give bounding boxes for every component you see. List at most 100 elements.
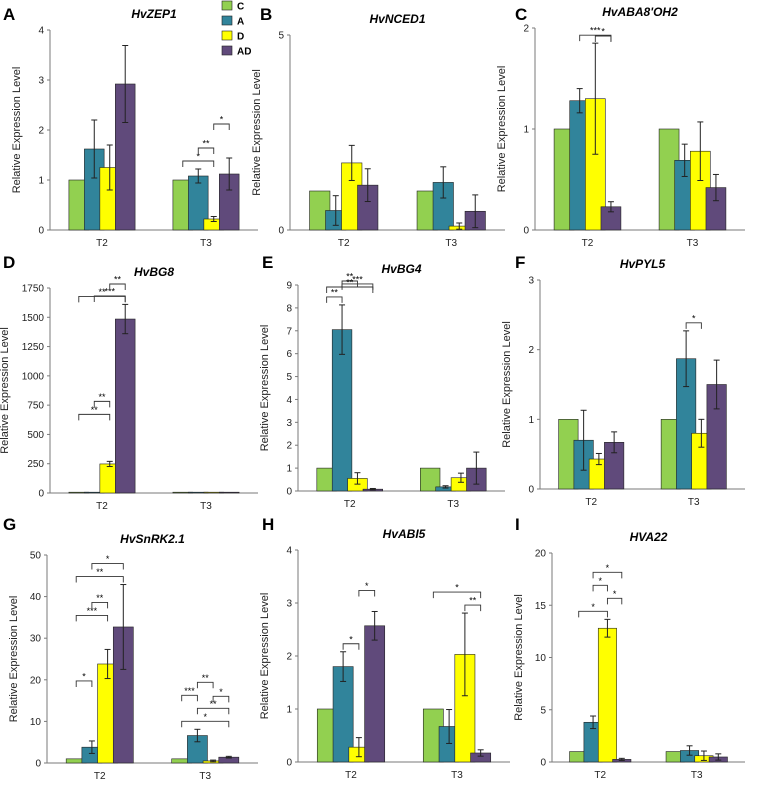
panel-i: I HVA22 0 5 10 15 20 Relative Expression Level T… (513, 515, 745, 781)
significance-bracket (109, 283, 126, 290)
significance-bracket (182, 160, 215, 167)
significance-bracket (685, 322, 702, 329)
significance-bracket (196, 681, 214, 689)
x-tick-label: T2 (345, 770, 357, 781)
x-tick-label: T2 (96, 238, 108, 249)
legend-label-d: D (237, 32, 244, 43)
y-tick-label: 0 (35, 759, 41, 770)
x-tick-label: T3 (445, 238, 457, 249)
significance-bracket (91, 601, 109, 609)
significance-label: * (613, 589, 617, 599)
y-tick-label: 4 (286, 546, 292, 557)
legend-swatch-ad (221, 45, 233, 56)
significance-bracket (212, 695, 230, 703)
significance-label: *** (352, 274, 363, 284)
y-tick-label: 250 (27, 459, 44, 470)
significance-label: * (598, 576, 602, 586)
y-tick-label: 4 (38, 26, 44, 37)
significance-bracket (75, 576, 124, 583)
y-tick-label: 0 (540, 758, 546, 769)
y-tick-label: 0 (278, 226, 284, 237)
y-tick-label: 1 (38, 176, 44, 187)
significance-label: ** (98, 287, 106, 297)
x-tick-label: T3 (688, 497, 700, 508)
significance-label: * (203, 712, 207, 722)
legend-swatch-c (221, 0, 233, 11)
bar-ad-t2 (115, 318, 136, 494)
y-axis-label: Relative Expression Level (501, 321, 513, 448)
significance-bracket (606, 597, 623, 605)
y-tick-label: 3 (286, 418, 292, 429)
significance-label: ** (210, 699, 218, 709)
y-axis-label: Relative Expression Level (496, 66, 508, 193)
y-tick-label: 1 (286, 705, 292, 716)
significance-bracket (432, 591, 482, 599)
x-tick-label: T3 (200, 238, 212, 249)
significance-bracket (341, 280, 358, 287)
y-tick-label: 2 (523, 24, 529, 35)
x-tick-label: T3 (451, 770, 463, 781)
panel-letter: E (262, 253, 273, 272)
chart-title: HvZEP1 (131, 7, 177, 21)
significance-label: * (692, 313, 696, 323)
y-tick-label: 50 (30, 551, 42, 562)
significance-label: *** (184, 686, 195, 696)
panel-letter: G (3, 515, 16, 534)
x-tick-label: T3 (447, 499, 459, 510)
significance-label: ** (98, 392, 106, 402)
significance-bracket (75, 614, 109, 622)
significance-bracket (326, 296, 343, 303)
significance-bracket (358, 590, 376, 597)
x-tick-label: T2 (94, 771, 106, 782)
y-tick-label: 10 (30, 717, 42, 728)
significance-label: *** (104, 287, 115, 297)
significance-label: ** (96, 593, 104, 603)
panel-g: G HvSnRK2.1 0 10 20 30 40 50 Relative Expression… (3, 515, 258, 782)
significance-label: ** (469, 596, 477, 606)
y-tick-label: 1250 (22, 342, 45, 353)
y-tick-label: 1 (523, 125, 529, 136)
significance-bracket (594, 35, 612, 42)
significance-bracket (93, 295, 126, 302)
significance-bracket (197, 147, 215, 154)
significance-label: * (365, 581, 369, 591)
y-tick-label: 2 (38, 126, 44, 137)
significance-label: ** (346, 272, 354, 282)
x-tick-label: T3 (691, 770, 703, 781)
chart-title: HvBG4 (381, 262, 421, 276)
chart-title: HvABI5 (383, 527, 426, 541)
y-tick-label: 2 (528, 345, 534, 356)
significance-label: * (349, 634, 353, 644)
y-tick-label: 8 (286, 303, 292, 314)
panel-letter: H (262, 515, 274, 534)
y-tick-label: 1500 (22, 313, 45, 324)
panel-h: H HvABI5 0 1 2 3 4 Relative Expression Level T2 T… (259, 515, 510, 781)
bar-ad-t3 (219, 491, 240, 494)
significance-label: * (197, 152, 201, 162)
y-axis-label: Relative Expression Level (8, 596, 20, 723)
chart-title: HvSnRK2.1 (120, 532, 185, 546)
significance-bracket (342, 643, 360, 650)
significance-bracket (592, 584, 608, 592)
significance-label: * (219, 687, 223, 697)
significance-label: * (591, 602, 595, 612)
y-axis-label: Relative Expression Level (0, 327, 11, 454)
significance-label: * (606, 563, 610, 573)
x-tick-label: T2 (338, 238, 350, 249)
chart-title: HvBG8 (134, 265, 174, 279)
y-tick-label: 0 (523, 226, 529, 237)
panel-c: C HvABA8'OH2 0 1 2 Relative Expression Level T… (496, 5, 745, 249)
bar-c-t3 (420, 467, 441, 492)
chart-title: HvABA8'OH2 (602, 5, 678, 19)
y-tick-label: 10 (535, 653, 547, 664)
y-tick-label: 15 (535, 601, 547, 612)
panel-letter: I (515, 515, 520, 534)
significance-label: * (220, 115, 224, 125)
y-tick-label: 5 (278, 31, 284, 42)
significance-bracket (578, 610, 608, 618)
panel-a: A HvZEP1 0 1 2 3 4 Relative Expression Level T2 T… (3, 5, 258, 249)
x-tick-label: T2 (594, 770, 606, 781)
significance-bracket (78, 295, 126, 303)
